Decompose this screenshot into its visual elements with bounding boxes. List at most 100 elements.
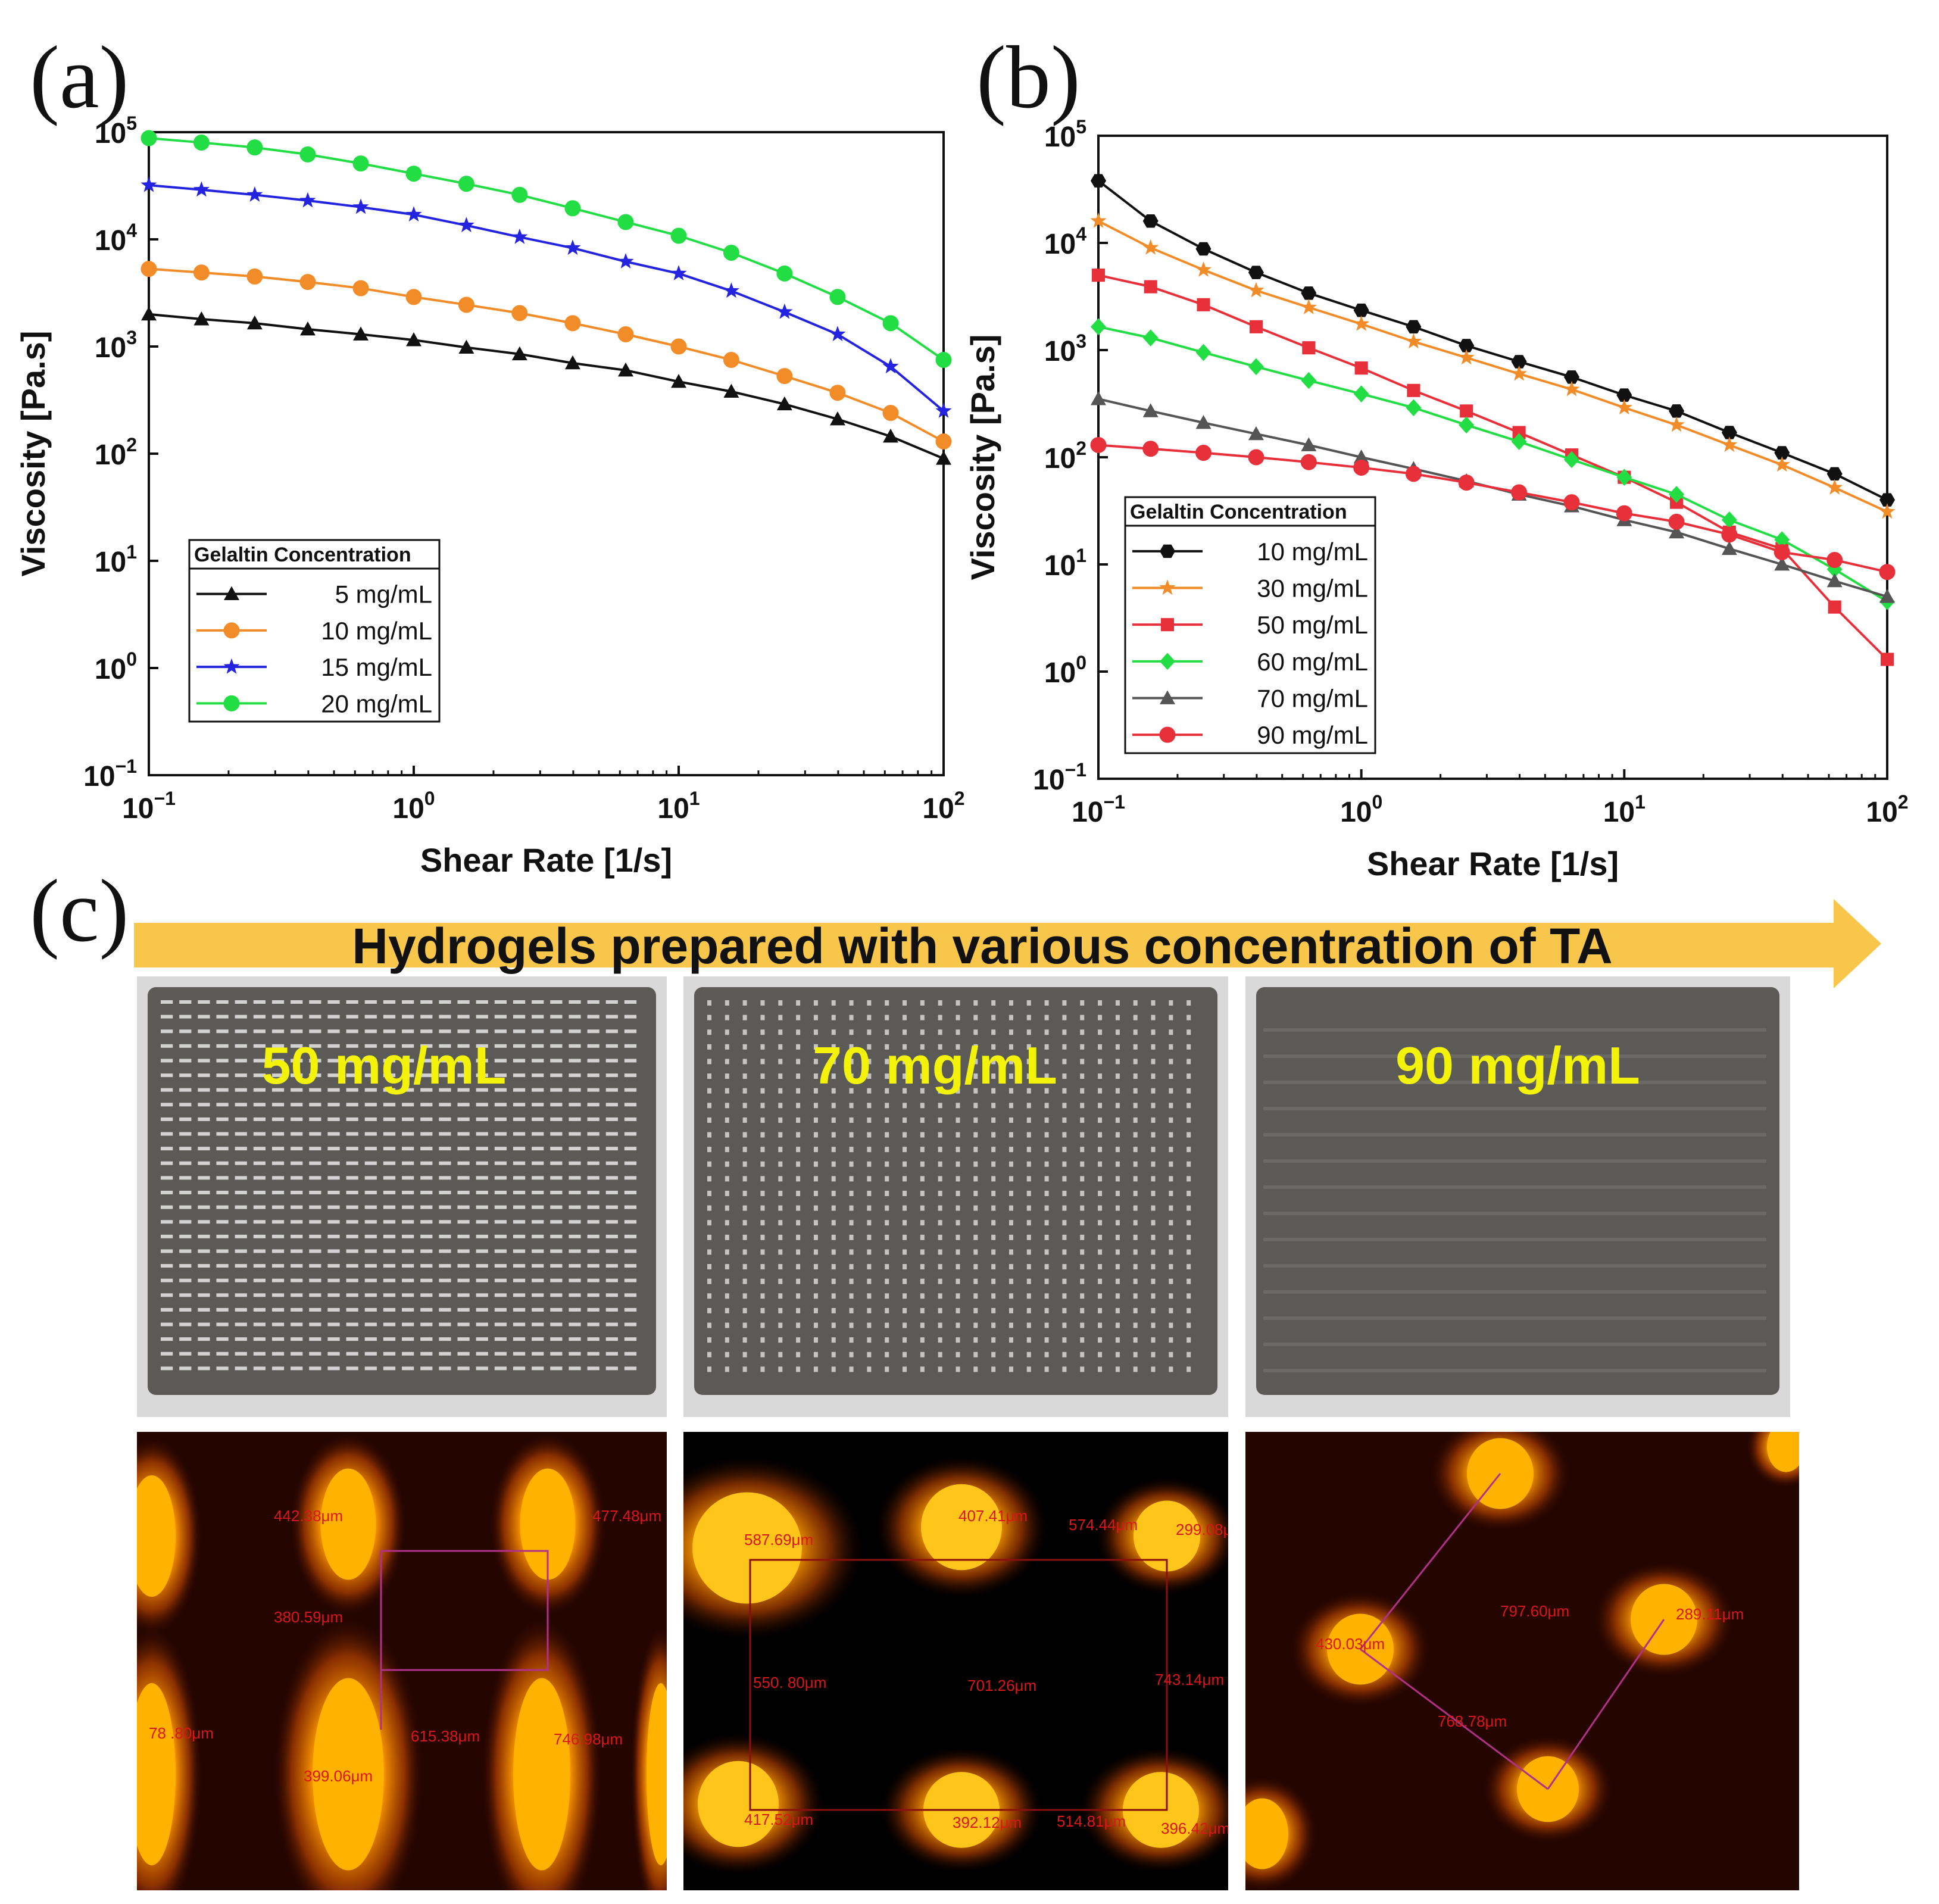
measurement-label: 299.08μm bbox=[1176, 1521, 1245, 1538]
data-point bbox=[193, 134, 210, 151]
data-point bbox=[617, 214, 634, 230]
data-point bbox=[193, 311, 210, 326]
x-tick-label: 10−1 bbox=[1072, 791, 1125, 828]
measurement-label: 768.78μm bbox=[1438, 1712, 1507, 1730]
data-point bbox=[1774, 557, 1790, 571]
data-point bbox=[776, 396, 792, 411]
x-tick-label: 101 bbox=[1603, 791, 1646, 828]
data-point bbox=[299, 274, 316, 291]
y-tick-label: 100 bbox=[95, 648, 137, 685]
data-point bbox=[1460, 404, 1473, 418]
data-point bbox=[352, 280, 369, 296]
series-line bbox=[1098, 274, 1888, 660]
legend-swatch-marker bbox=[1159, 579, 1176, 595]
data-point bbox=[246, 268, 263, 285]
data-point bbox=[564, 315, 581, 332]
filament-cross-section bbox=[1767, 1432, 1799, 1472]
filament-cross-section bbox=[647, 1683, 667, 1865]
filament-cross-section bbox=[1134, 1500, 1200, 1572]
data-point bbox=[829, 289, 846, 305]
legend-entry: 30 mg/mL bbox=[1257, 575, 1368, 603]
y-tick-label: 103 bbox=[95, 327, 137, 364]
legend-swatch-marker bbox=[223, 622, 240, 639]
pore-grid bbox=[707, 1000, 1191, 1372]
x-tick-label: 100 bbox=[1340, 791, 1382, 828]
data-point bbox=[670, 338, 687, 355]
data-point bbox=[882, 315, 899, 332]
legend-swatch-marker bbox=[1160, 618, 1175, 632]
measurement-label: 380.59μm bbox=[274, 1608, 343, 1626]
data-point bbox=[1248, 426, 1264, 441]
concentration-label: 50 mg/mL bbox=[262, 1036, 507, 1095]
data-point bbox=[1773, 544, 1790, 560]
filament-cross-section bbox=[137, 1475, 176, 1597]
data-point bbox=[1616, 505, 1632, 522]
measurement-label: 550. 80μm bbox=[753, 1674, 826, 1691]
data-point bbox=[458, 217, 474, 233]
data-point bbox=[670, 265, 687, 280]
data-point bbox=[1406, 399, 1422, 417]
data-point bbox=[1195, 261, 1212, 277]
legend: Gelaltin Concentration 10 mg/mL 30 mg/mL 50… bbox=[1124, 496, 1376, 754]
series-line bbox=[1098, 444, 1888, 573]
data-point bbox=[935, 433, 952, 450]
y-tick-label: 102 bbox=[1044, 438, 1086, 475]
data-point bbox=[1826, 573, 1843, 588]
data-point bbox=[617, 253, 634, 269]
y-tick-label: 105 bbox=[1044, 116, 1086, 153]
measurement-label: 587.69μm bbox=[744, 1531, 813, 1549]
filament-cross-section bbox=[320, 1468, 376, 1580]
series-10-mg-mL bbox=[1091, 174, 1895, 507]
data-point bbox=[246, 139, 263, 156]
measurement-label: 396.42μm bbox=[1161, 1819, 1230, 1837]
data-point bbox=[1195, 242, 1212, 256]
data-point bbox=[1090, 436, 1107, 453]
filament-cross-section bbox=[513, 1678, 570, 1871]
data-point bbox=[1248, 449, 1264, 466]
y-axis-title: Viscosity [Pa.s] bbox=[14, 331, 52, 577]
data-point bbox=[1301, 372, 1317, 389]
gel-photo-1: 50 mg/mL bbox=[137, 976, 667, 1417]
y-tick-label: 100 bbox=[1044, 652, 1086, 689]
legend-swatch-marker bbox=[1159, 726, 1176, 743]
data-point bbox=[299, 321, 316, 336]
panel-label-b: (b) bbox=[976, 28, 1081, 127]
data-point bbox=[141, 306, 157, 321]
data-point bbox=[1774, 446, 1790, 460]
data-point bbox=[405, 166, 422, 182]
data-point bbox=[1828, 600, 1841, 614]
data-point bbox=[829, 411, 845, 426]
data-point bbox=[1144, 280, 1157, 294]
measurement-label: 615.38μm bbox=[411, 1727, 480, 1745]
data-point bbox=[1195, 445, 1212, 461]
data-point bbox=[405, 289, 422, 305]
x-tick-label: 100 bbox=[392, 788, 435, 825]
data-point bbox=[1826, 552, 1843, 569]
data-point bbox=[1197, 298, 1210, 311]
data-point bbox=[1879, 564, 1896, 580]
data-point bbox=[776, 368, 793, 385]
data-point bbox=[140, 176, 157, 192]
series-10-mg-mL bbox=[140, 261, 952, 450]
data-point bbox=[1512, 426, 1526, 439]
data-point bbox=[1195, 344, 1212, 361]
data-point bbox=[1879, 503, 1896, 519]
data-point bbox=[458, 176, 474, 192]
series-line bbox=[148, 137, 945, 361]
data-point bbox=[829, 326, 846, 342]
legend-title: Gelaltin Concentration bbox=[1130, 501, 1347, 523]
legend-swatch-marker bbox=[1160, 690, 1175, 704]
data-point bbox=[1774, 531, 1790, 548]
legend-swatch-marker bbox=[223, 658, 240, 674]
data-point bbox=[1564, 370, 1579, 384]
measurement-label: 514.81μm bbox=[1057, 1812, 1126, 1830]
data-point bbox=[1195, 415, 1212, 429]
data-point bbox=[1879, 493, 1895, 507]
legend-swatch-marker bbox=[223, 695, 240, 711]
data-point bbox=[299, 146, 316, 163]
measurement-lines bbox=[380, 1550, 549, 1730]
data-point bbox=[776, 303, 793, 319]
filament-cross-section bbox=[921, 1484, 1002, 1571]
filament-cross-section bbox=[313, 1678, 384, 1871]
